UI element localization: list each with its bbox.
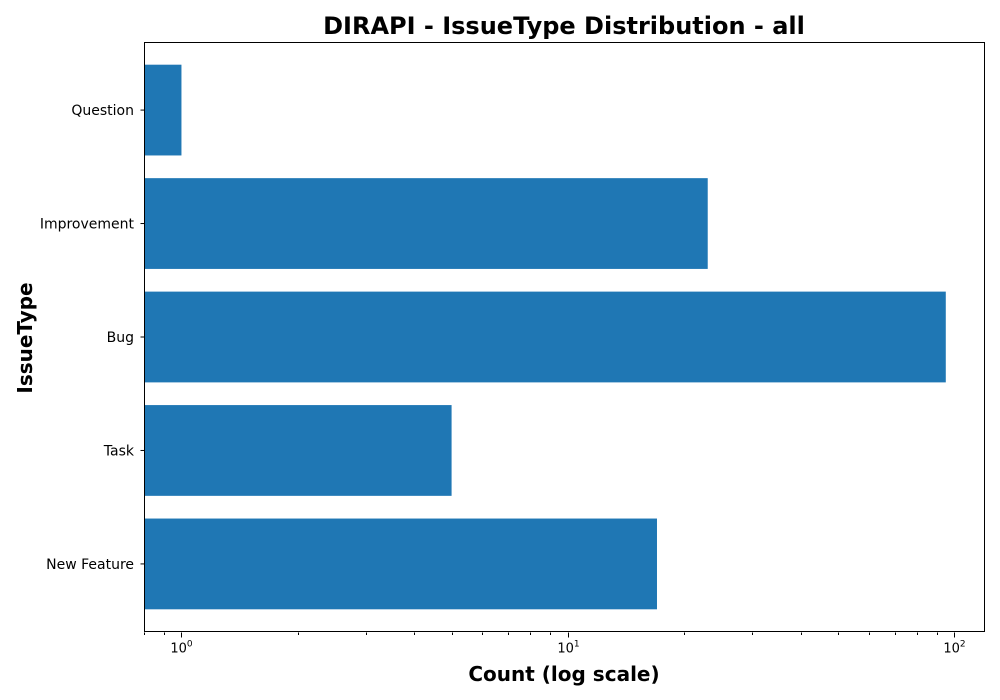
x-tick-label: 102 <box>943 640 965 657</box>
y-axis-label: IssueType <box>13 282 37 393</box>
chart-title: DIRAPI - IssueType Distribution - all <box>323 12 805 40</box>
bar-new-feature <box>144 518 657 610</box>
y-tick-label-question: Question <box>71 103 134 119</box>
y-tick-label-bug: Bug <box>107 330 134 346</box>
y-tick-label-task: Task <box>103 443 135 459</box>
bar-bug <box>144 291 946 383</box>
bar-improvement <box>144 178 708 269</box>
bars-group <box>144 64 946 610</box>
bar-task <box>144 405 452 496</box>
bar-question <box>144 64 182 156</box>
x-tick-label: 100 <box>170 640 193 657</box>
x-axis-label: Count (log scale) <box>468 662 659 686</box>
y-tick-label-improvement: Improvement <box>40 217 135 233</box>
y-tick-label-new-feature: New Feature <box>46 557 134 573</box>
x-tick-label: 101 <box>557 640 579 657</box>
y-axis-ticks: New Feature Task Bug Improvement Question <box>40 103 145 573</box>
x-axis-ticks: 100 101 102 <box>144 632 966 657</box>
